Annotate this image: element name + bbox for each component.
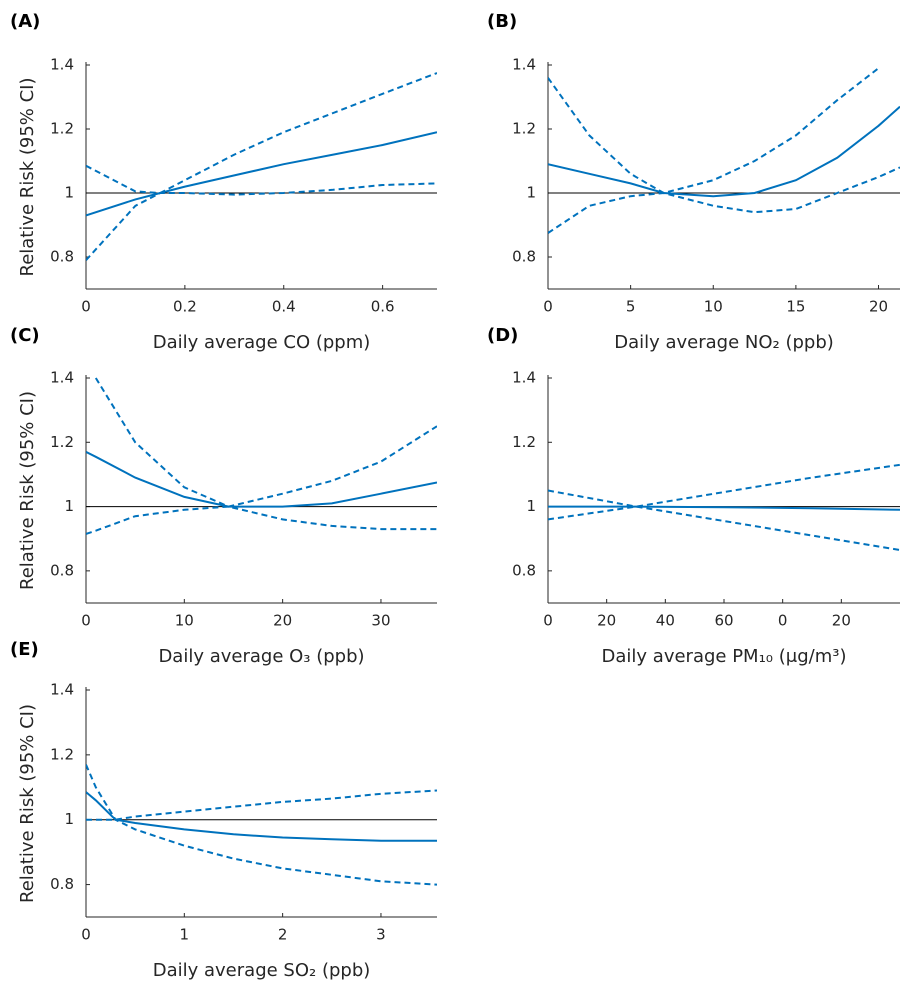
x-tick-label: 30 [371, 612, 390, 630]
y-axis-label: Relative Risk (95% CI) [17, 704, 38, 903]
x-tick-label: 10 [175, 612, 194, 630]
panel-label: (D) [487, 325, 518, 346]
series-line [86, 789, 437, 821]
x-axis-label: Daily average SO₂ (ppb) [153, 960, 371, 981]
x-axis-label: Daily average O₃ (ppb) [158, 646, 364, 667]
y-tick-label: 1.4 [50, 369, 74, 387]
x-tick-label: 0 [81, 612, 91, 630]
x-tick-label: 15 [786, 298, 805, 316]
series-line [548, 105, 900, 198]
series-line [548, 489, 900, 551]
x-tick-label: 0 [81, 298, 91, 316]
panel-label: (A) [10, 11, 40, 32]
x-tick-label: 2 [278, 926, 288, 944]
y-tick-label: 1.4 [512, 369, 536, 387]
y-tick-label: 1.2 [50, 433, 74, 451]
x-tick-label: 0 [81, 926, 91, 944]
x-tick-label: 60 [714, 612, 733, 630]
x-tick-label: 0 [778, 612, 788, 630]
y-tick-label: 1 [64, 810, 74, 828]
y-tick-label: 1.2 [512, 433, 536, 451]
y-tick-label: 1.2 [50, 745, 74, 763]
x-tick-label: 10 [704, 298, 723, 316]
x-axis-label: Daily average PM₁₀ (μg/m³) [602, 646, 847, 667]
x-tick-label: 20 [832, 612, 851, 630]
x-tick-label: 20 [869, 298, 888, 316]
plot-area [86, 764, 437, 886]
y-tick-label: 1.4 [512, 56, 536, 74]
x-tick-label: 3 [376, 926, 386, 944]
y-tick-label: 1.2 [50, 120, 74, 138]
plot-area [548, 67, 900, 234]
panel: (B) 0.8 1 1.2 1.4 0 5 10 15 20 Daily average NO₂ (… [487, 11, 900, 353]
y-tick-label: 1.4 [50, 681, 74, 699]
y-axis-label: Relative Risk (95% CI) [17, 78, 38, 277]
y-tick-label: 0.8 [512, 561, 536, 579]
series-line [548, 463, 900, 521]
x-tick-label: 0.4 [272, 298, 296, 316]
series-line [548, 67, 880, 195]
x-axis-label: Daily average CO (ppm) [153, 332, 371, 353]
x-tick-label: 0 [543, 298, 553, 316]
y-tick-label: 0.8 [50, 561, 74, 579]
series-line [86, 131, 437, 217]
series-line [86, 791, 437, 842]
x-tick-label: 0.6 [371, 298, 395, 316]
x-tick-label: 40 [656, 612, 675, 630]
y-tick-label: 1 [64, 497, 74, 515]
series-line [548, 166, 900, 234]
series-line [86, 72, 437, 195]
x-tick-label: 20 [597, 612, 616, 630]
y-axis-label: Relative Risk (95% CI) [17, 391, 38, 590]
y-tick-label: 1 [526, 184, 536, 202]
x-tick-label: 5 [626, 298, 636, 316]
series-line [86, 764, 437, 886]
y-tick-label: 1.2 [512, 120, 536, 138]
panel-label: (E) [10, 639, 39, 660]
y-tick-label: 1 [526, 497, 536, 515]
y-tick-label: 1 [64, 184, 74, 202]
y-tick-label: 0.8 [50, 875, 74, 893]
x-tick-label: 20 [273, 612, 292, 630]
panel-label: (C) [10, 325, 40, 346]
series-line [86, 505, 437, 535]
panel: (E) 0.8 1 1.2 1.4 0 1 2 3 Daily average SO₂ (ppb)… [10, 639, 437, 981]
plot-area [86, 377, 437, 535]
y-tick-label: 1.4 [50, 56, 74, 74]
x-axis-label: Daily average NO₂ (ppb) [614, 332, 834, 353]
y-tick-label: 0.8 [512, 248, 536, 266]
series-line [86, 182, 437, 261]
series-line [94, 377, 437, 508]
panel: (D) 0.8 1 1.2 1.4 0 20 40 60 0 20 Daily average PM₁… [487, 325, 900, 667]
y-tick-label: 0.8 [50, 248, 74, 266]
x-tick-label: 0 [543, 612, 553, 630]
plot-area [86, 72, 437, 261]
panel-label: (B) [487, 11, 517, 32]
panel: (C) 0.8 1 1.2 1.4 0 10 20 30 Daily average O₃ (pp… [10, 325, 437, 667]
x-tick-label: 0.2 [173, 298, 197, 316]
x-tick-label: 1 [180, 926, 190, 944]
plot-area [548, 463, 900, 551]
series-line [548, 505, 900, 511]
